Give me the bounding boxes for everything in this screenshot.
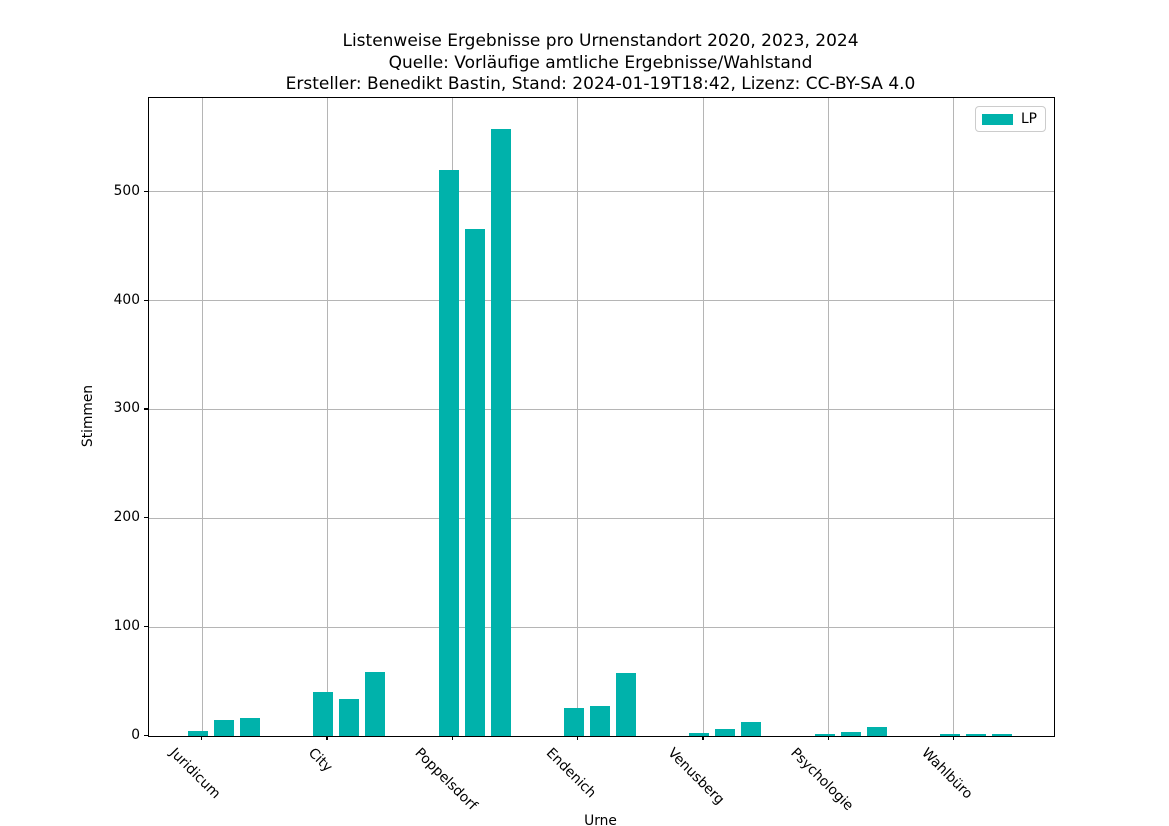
y-tick-label-100: 100 [113,618,140,635]
bar-Endenich-2024 [615,672,636,736]
y-tick-mark [144,408,148,410]
x-tick-mark [952,736,955,740]
bar-Juridicum-2020 [188,730,208,736]
gridline-x-1 [326,98,328,736]
bar-Venusberg-2020 [689,732,710,736]
x-tick-label-4: Venusberg [664,745,728,808]
chart-credit: Ersteller: Benedikt Bastin, Stand: 2024-… [285,74,916,94]
gridline-x-0 [201,98,203,736]
bar-Wahlbüro-2020 [939,733,960,736]
gridline-x-6 [953,98,955,736]
chart-title: Listenweise Ergebnisse pro Urnenstandort… [342,31,859,51]
x-tick-mark [576,736,579,740]
x-tick-label-2: Poppelsdorf [411,745,480,814]
bar-Poppelsdorf-2023 [464,228,485,736]
chart-title-block: Listenweise Ergebnisse pro Urnenstandort… [148,31,1053,96]
bar-City-2024 [365,671,386,736]
gridline-y-500 [149,191,1054,193]
x-tick-label-3: Endenich [542,745,600,802]
bar-Venusberg-2024 [741,721,762,736]
bar-Wahlbüro-2023 [965,733,986,736]
gridline-x-4 [702,98,704,736]
bar-Wahlbüro-2024 [991,733,1012,736]
y-tick-label-200: 200 [113,509,140,526]
bar-Endenich-2023 [589,705,610,736]
x-tick-mark [201,736,203,740]
x-axis-label: Urne [584,813,617,826]
gridline-y-300 [149,408,1054,410]
y-axis-label: Stimmen [80,384,96,448]
bar-Juridicum-2024 [240,717,260,736]
y-tick-label-0: 0 [131,727,140,743]
x-tick-mark [702,736,704,740]
chart-subtitle: Quelle: Vorläufige amtliche Ergebnisse/W… [388,52,813,73]
legend-label: LP [1020,111,1037,127]
legend-swatch [981,113,1013,125]
bar-City-2023 [339,698,360,736]
y-tick-mark [144,190,148,192]
x-tick-label-0: Juridicum [166,745,224,803]
bar-Poppelsdorf-2024 [490,128,511,736]
bar-Venusberg-2023 [715,729,736,736]
gridline-y-100 [149,626,1054,628]
bar-Juridicum-2023 [214,719,234,736]
gridline-x-3 [577,98,579,736]
bar-City-2020 [313,692,334,736]
gridline-x-5 [828,98,830,736]
bar-Psychologie-2023 [840,731,861,736]
y-tick-label-400: 400 [113,291,140,308]
bar-Endenich-2020 [563,707,584,736]
gridline-y-400 [149,300,1054,301]
y-tick-label-500: 500 [113,182,140,199]
bar-Poppelsdorf-2020 [438,169,459,736]
x-tick-label-5: Psychologie [786,745,856,814]
legend: LP [974,106,1046,132]
plot-area: LP [148,97,1055,737]
x-tick-mark [326,736,328,740]
bar-Psychologie-2024 [866,727,887,736]
x-tick-mark [451,736,453,740]
x-tick-mark [827,736,829,740]
y-tick-mark [144,735,148,737]
gridline-y-200 [149,517,1054,519]
y-tick-mark [144,626,148,628]
x-tick-label-1: City [305,745,336,776]
x-tick-label-6: Wahlbüro [918,745,976,803]
bar-Psychologie-2020 [814,733,835,736]
y-tick-mark [144,517,148,519]
y-tick-mark [144,299,148,301]
y-tick-label-300: 300 [113,400,140,417]
